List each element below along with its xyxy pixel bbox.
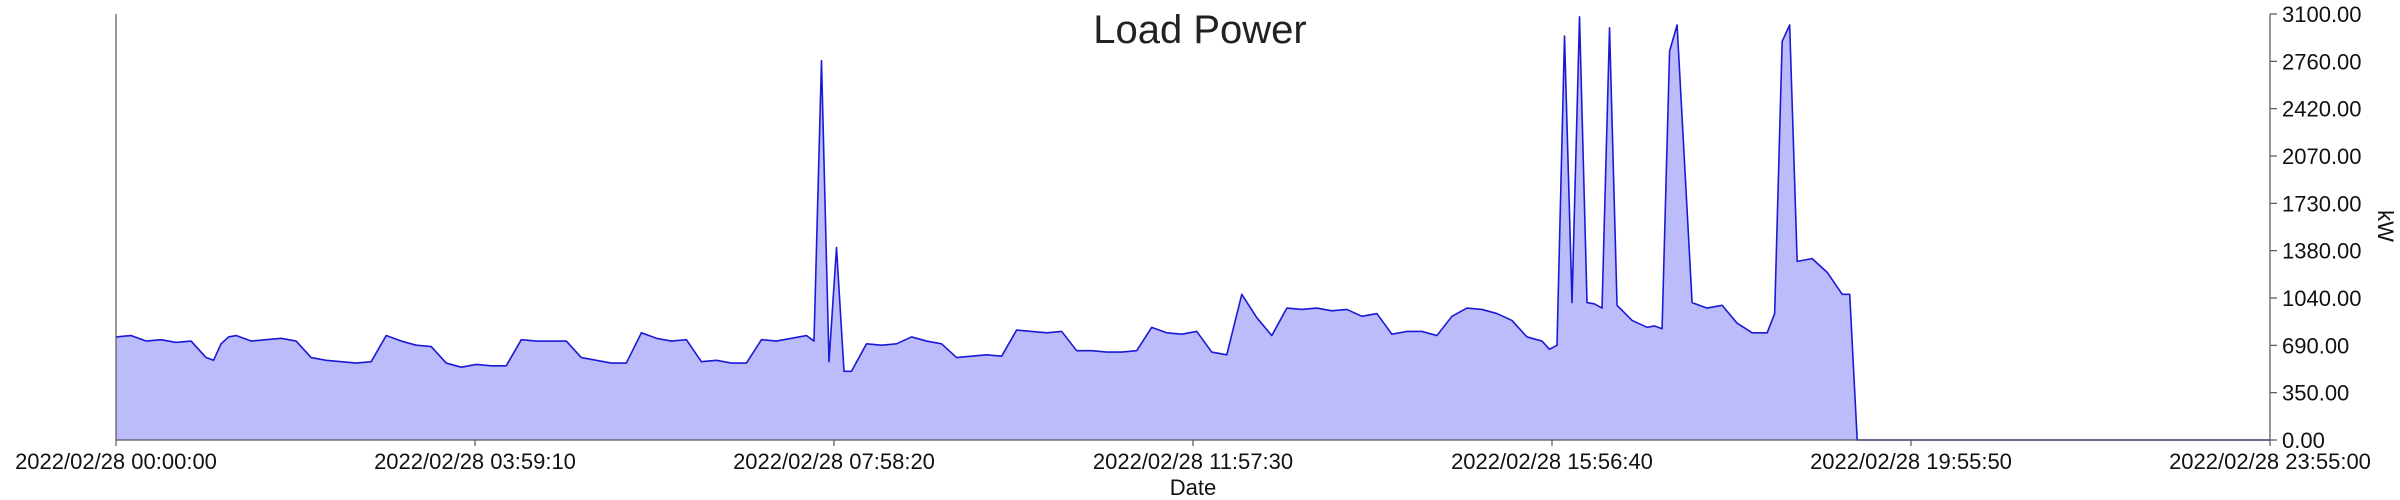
y-tick-label: 1730.00 [2282, 191, 2362, 216]
series-line [115, 15, 2270, 441]
x-tick-label: 2022/02/28 11:57:30 [1093, 449, 1293, 474]
series-area [116, 16, 2270, 440]
x-tick-label: 2022/02/28 15:56:40 [1451, 449, 1653, 474]
x-tick-label: 2022/02/28 07:58:20 [733, 449, 935, 474]
x-tick-label: 2022/02/28 19:55:50 [1810, 449, 2012, 474]
chart-title: Load Power [1093, 8, 1306, 52]
y-tick-label: 690.00 [2282, 333, 2349, 358]
x-tick-label: 2022/02/28 23:55:00 [2169, 449, 2371, 474]
y-axis-title: kW [2373, 210, 2398, 242]
y-tick-label: 2760.00 [2282, 49, 2362, 74]
y-tick-label: 2070.00 [2282, 144, 2362, 169]
y-tick-label: 2420.00 [2282, 97, 2362, 122]
x-axis-title: Date [1170, 475, 1216, 500]
x-tick-label: 2022/02/28 03:59:10 [374, 449, 576, 474]
y-tick-label: 0.00 [2282, 428, 2325, 453]
y-tick-label: 1380.00 [2282, 239, 2362, 264]
y-tick-label: 3100.00 [2282, 2, 2362, 27]
y-tick-label: 350.00 [2282, 381, 2349, 406]
x-tick-label: 2022/02/28 00:00:00 [15, 449, 217, 474]
y-tick-label: 1040.00 [2282, 286, 2362, 311]
